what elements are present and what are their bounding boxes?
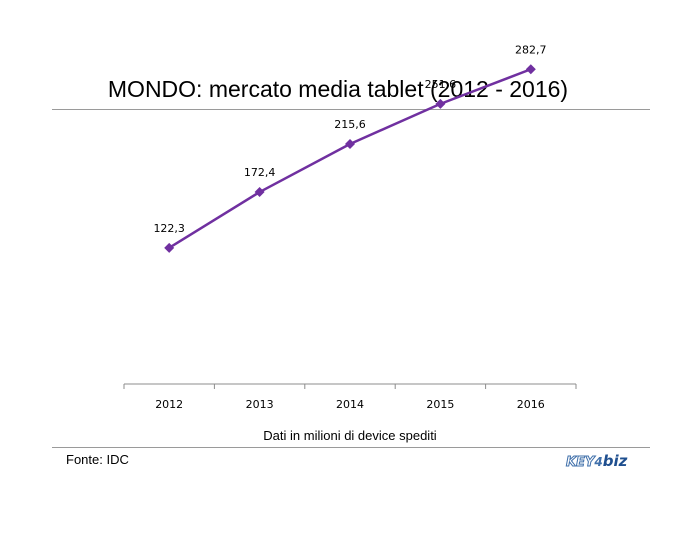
data-point-2012	[164, 242, 175, 253]
bottom-divider	[52, 447, 650, 448]
data-label-2013: 172,4	[244, 166, 276, 179]
x-tick-label-2013: 2013	[246, 398, 274, 411]
data-label-2012: 122,3	[153, 222, 185, 235]
series-line	[168, 68, 532, 249]
x-tick-label-2015: 2015	[426, 398, 454, 411]
source-note: Fonte: IDC	[66, 452, 129, 467]
series-tablet-market	[164, 64, 536, 253]
data-point-2016	[525, 64, 536, 75]
data-point-2015	[435, 98, 446, 109]
data-labels: 122,3 172,4 215,6 251,6 282,7	[153, 43, 546, 235]
data-point-2014	[345, 138, 355, 149]
data-label-2015: 251,6	[425, 78, 457, 91]
x-axis: 2012 2013 2014 2015 2016	[123, 383, 577, 411]
data-point-2013	[254, 187, 265, 198]
data-label-2016: 282,7	[515, 43, 547, 56]
chart-title: MONDO: mercato media tablet (2012 - 2016…	[107, 76, 569, 102]
x-tick-label-2012: 2012	[155, 398, 183, 411]
top-divider	[52, 109, 650, 110]
keybiz-logo: KEY4biz	[565, 452, 628, 471]
data-label-2014: 215,6	[334, 118, 366, 131]
x-tick-label-2014: 2014	[336, 398, 364, 411]
x-axis-title: Dati in milioni di device spediti	[263, 428, 437, 443]
x-tick-label-2016: 2016	[517, 398, 545, 411]
